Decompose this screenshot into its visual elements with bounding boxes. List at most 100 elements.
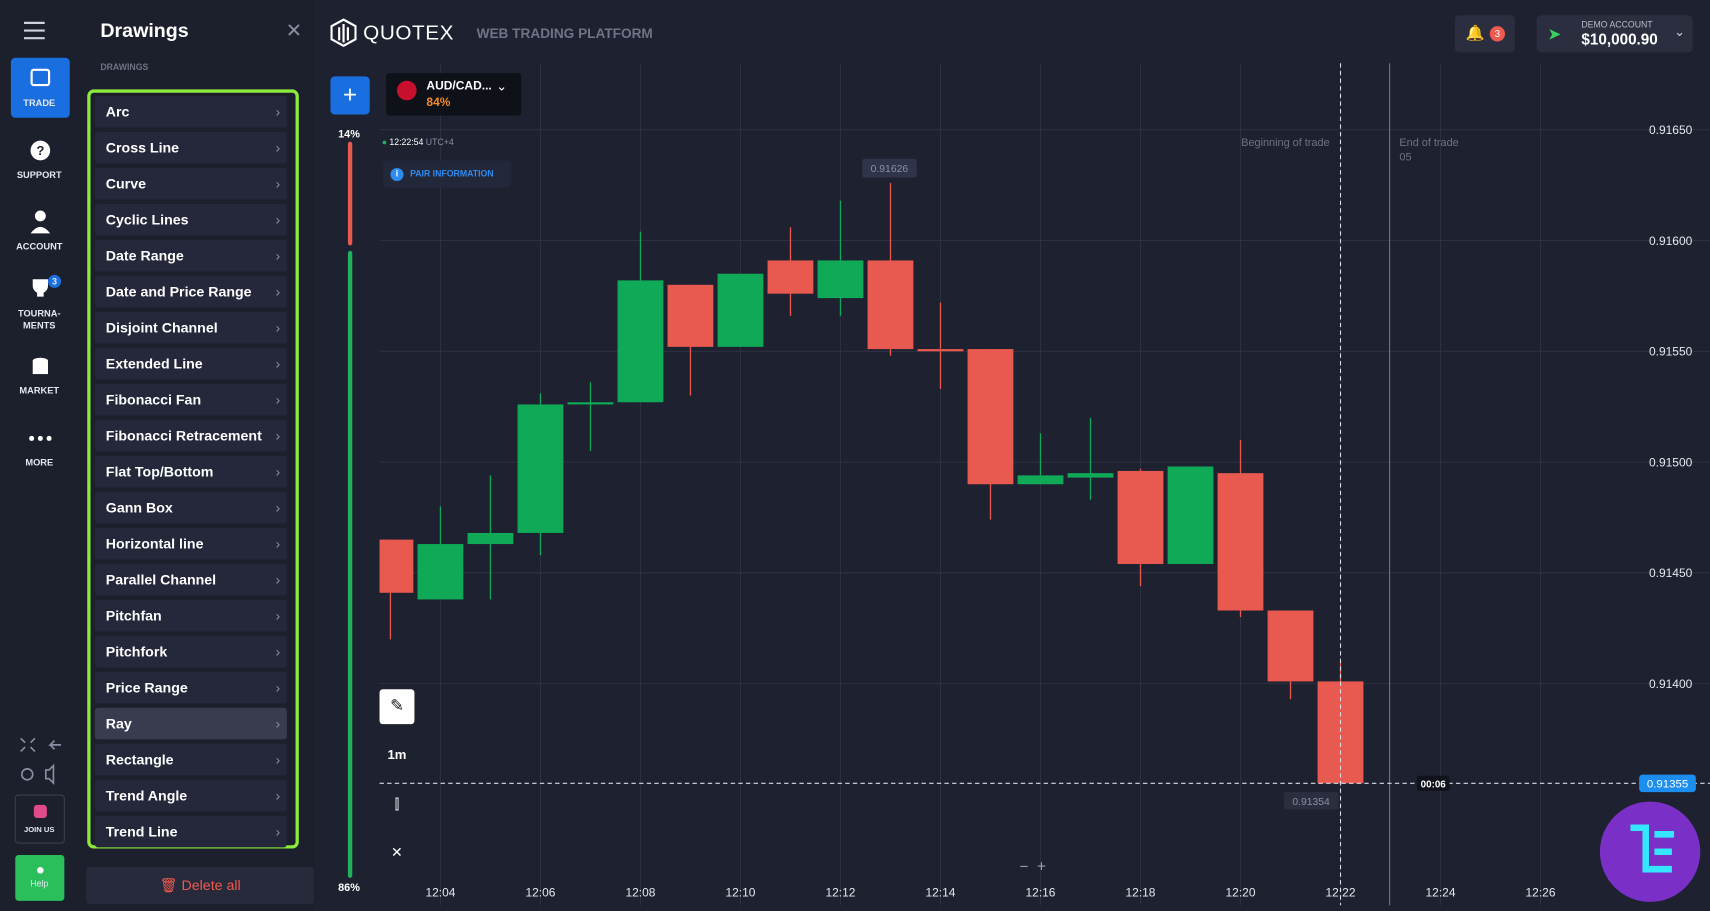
drawing-label: Cyclic Lines bbox=[105, 211, 189, 228]
current-price-box bbox=[1639, 774, 1696, 793]
drawing-label: Gann Box bbox=[105, 499, 173, 516]
chevron: › bbox=[275, 823, 281, 840]
x-tick-label: 12:26 bbox=[1526, 885, 1556, 899]
drawing-item[interactable]: Curve › bbox=[94, 167, 287, 200]
nav-market[interactable]: MARKET bbox=[19, 384, 60, 396]
help[interactable]: Help bbox=[30, 879, 49, 889]
drawing-item[interactable]: Fibonacci Fan › bbox=[94, 383, 287, 416]
nav-account[interactable]: ACCOUNT bbox=[16, 241, 63, 252]
delete-all[interactable]: 🗑 Delete all bbox=[86, 867, 315, 905]
indicators[interactable]: ✕ bbox=[391, 844, 403, 861]
high-label-box bbox=[862, 158, 917, 178]
drawing-item[interactable]: Flat Top/Bottom › bbox=[94, 455, 287, 488]
account-icon: ➤ bbox=[1547, 25, 1562, 44]
drawing-item[interactable]: Cyclic Lines › bbox=[94, 203, 287, 236]
y-tick-label: 0.91400 bbox=[1649, 677, 1693, 691]
drawing-label: Extended Line bbox=[105, 355, 203, 372]
brand-subtitle: WEB TRADING PLATFORM bbox=[476, 26, 653, 42]
drawing-label: Trend Angle bbox=[105, 787, 188, 804]
clock-time: 12:22:54 bbox=[389, 137, 424, 148]
drawing-item[interactable]: Ray › bbox=[94, 707, 287, 740]
candle-body bbox=[467, 532, 514, 545]
candle-body bbox=[667, 284, 714, 347]
close-icon[interactable]: ✕ bbox=[285, 19, 303, 42]
drawing-item[interactable]: Date Range › bbox=[94, 239, 287, 272]
drawing-label: Disjoint Channel bbox=[105, 319, 218, 336]
drawing-item[interactable]: Cross Line › bbox=[94, 131, 287, 164]
pair-info[interactable]: i PAIR INFORMATION bbox=[382, 160, 512, 188]
x-tick-label: 12:08 bbox=[625, 885, 655, 899]
drawing-label: Fibonacci Retracement bbox=[105, 427, 262, 444]
candle-body bbox=[917, 349, 964, 352]
drawing-item[interactable]: Parallel Channel › bbox=[94, 563, 287, 596]
asset-pair: AUD/CAD... bbox=[426, 79, 492, 93]
drawing-label: Fibonacci Fan bbox=[105, 391, 202, 408]
drawing-item[interactable]: Pitchfan › bbox=[94, 599, 287, 632]
chevron: › bbox=[275, 175, 281, 192]
countdown: 00:06 bbox=[1421, 780, 1447, 791]
drawing-item[interactable]: Extended Line › bbox=[94, 347, 287, 380]
nav-trade[interactable]: TRADE bbox=[23, 97, 56, 108]
drawing-item[interactable]: Rectangle › bbox=[94, 743, 287, 776]
x-tick-label: 12:14 bbox=[925, 885, 955, 899]
candles bbox=[379, 182, 1364, 786]
nav-tournaments[interactable]: MENTS bbox=[23, 319, 56, 331]
bell: 🔔 bbox=[1465, 23, 1485, 42]
badge: 3 bbox=[52, 277, 57, 287]
join-us[interactable]: JOIN US bbox=[23, 826, 55, 835]
candle-body bbox=[717, 273, 764, 347]
add-chart[interactable]: + bbox=[330, 76, 370, 115]
drawing-label: Curve bbox=[105, 175, 146, 192]
chevron: › bbox=[275, 247, 281, 264]
drawing-item[interactable]: Trend Line › bbox=[94, 815, 287, 848]
chevron: › bbox=[275, 211, 281, 228]
candle-body bbox=[767, 260, 814, 294]
x-tick-label: 12:06 bbox=[525, 885, 555, 899]
y-tick-label: 0.91600 bbox=[1649, 234, 1693, 248]
section-label: DRAWINGS bbox=[100, 62, 149, 72]
x-tick-label: 12:24 bbox=[1426, 885, 1456, 899]
drawing-label: Date and Price Range bbox=[105, 283, 252, 300]
timeframe[interactable]: 1m bbox=[387, 747, 407, 763]
candle-body bbox=[967, 349, 1014, 485]
nav-more[interactable]: MORE bbox=[25, 456, 54, 468]
high-label: 0.91626 bbox=[871, 164, 909, 175]
asset-selector[interactable]: AUD/CAD... 84% ⌄ bbox=[386, 73, 522, 116]
logo bbox=[330, 18, 357, 48]
chevron: › bbox=[275, 139, 281, 156]
end-of-trade: End of trade bbox=[1399, 137, 1458, 149]
chevron: › bbox=[275, 643, 281, 660]
drawing-item[interactable]: Date and Price Range › bbox=[94, 275, 287, 308]
drawing-label: Trend Line bbox=[105, 823, 178, 840]
y-tick-label: 0.91500 bbox=[1649, 455, 1693, 469]
drawing-item[interactable]: Trend Angle › bbox=[94, 779, 287, 812]
chevron: › bbox=[275, 355, 281, 372]
nav-tournaments[interactable]: TOURNA- bbox=[17, 307, 61, 319]
drawing-item[interactable]: Gann Box › bbox=[94, 491, 287, 524]
draw-tool[interactable]: ✎ bbox=[379, 689, 415, 725]
account[interactable]: ➤ DEMO ACCOUNT $10,000.90 ⌄ bbox=[1536, 15, 1693, 53]
sentiment-top: 14% bbox=[338, 128, 360, 141]
x-tick-label: 12:10 bbox=[725, 885, 755, 899]
drawing-item[interactable]: Pitchfork › bbox=[94, 635, 287, 668]
notifications[interactable]: 🔔 3 bbox=[1454, 15, 1515, 53]
zoom[interactable]: − + bbox=[1015, 857, 1046, 875]
drawing-label: Pitchfan bbox=[105, 607, 162, 624]
sentiment-up-bar bbox=[347, 250, 353, 878]
candle-body bbox=[1067, 473, 1114, 478]
drawing-item[interactable]: Fibonacci Retracement › bbox=[94, 419, 287, 452]
chart-type[interactable]: ⫿ bbox=[394, 796, 400, 813]
drawing-label: Horizontal line bbox=[105, 535, 204, 552]
drawing-item[interactable]: Horizontal line › bbox=[94, 527, 287, 560]
drawing-label: Ray bbox=[105, 715, 132, 732]
pair-info-label: PAIR INFORMATION bbox=[410, 169, 494, 179]
chevron: › bbox=[275, 535, 281, 552]
chevron: › bbox=[275, 319, 281, 336]
current-price-label: 0.91355 bbox=[1647, 779, 1688, 791]
chevron: › bbox=[275, 103, 281, 120]
drawing-item[interactable]: Arc › bbox=[94, 95, 287, 128]
drawing-item[interactable]: Disjoint Channel › bbox=[94, 311, 287, 344]
nav-support[interactable]: SUPPORT bbox=[16, 169, 62, 180]
drawing-item[interactable]: Price Range › bbox=[94, 671, 287, 704]
